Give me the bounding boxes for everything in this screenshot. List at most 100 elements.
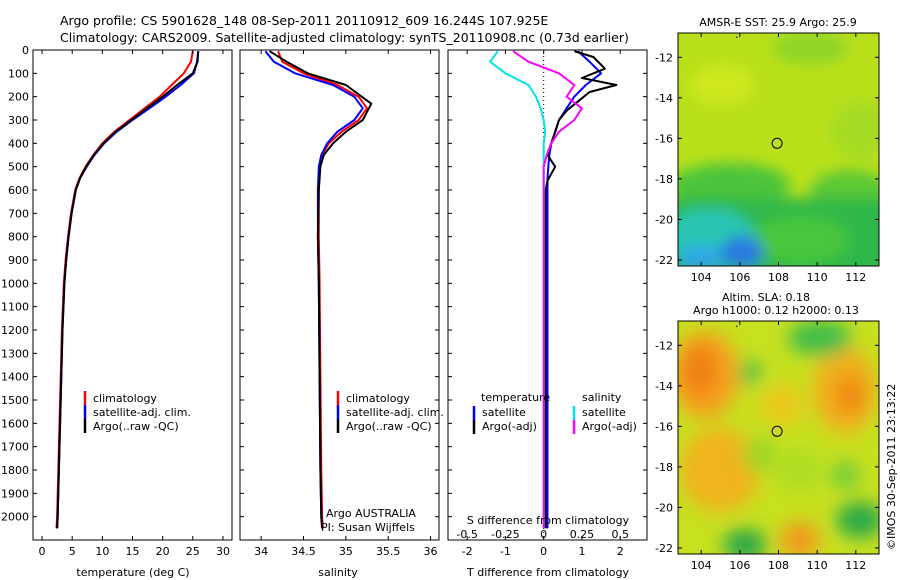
lon-tick-label: 104	[691, 271, 712, 284]
s-tick-label: 0	[540, 528, 547, 541]
x-tick-label: 20	[156, 545, 170, 558]
t-difference-xlabel: T difference from climatology	[466, 566, 629, 579]
sla-map: Altim. SLA: 0.18 Argo h1000: 0.12 h2000:…	[655, 291, 880, 572]
lon-tick-label: 108	[768, 271, 789, 284]
series-line-temperature-argo-adj-	[544, 50, 618, 529]
lon-tick-label: 106	[729, 271, 750, 284]
legend-sal-argo-label: Argo(-adj)	[582, 420, 637, 433]
y-tick-label: 100	[8, 67, 29, 80]
salinity-ticks: 34 34.5 35 35.5 36	[240, 49, 439, 558]
lon-tick-label: 112	[845, 271, 866, 284]
series-line-salinity-argo-adj-	[512, 50, 583, 529]
lat-tick-label: -20	[655, 213, 673, 226]
lat-tick-label: -12	[655, 51, 673, 64]
lon-tick-label: 110	[807, 271, 828, 284]
lon-tick-label: 108	[768, 559, 789, 572]
argo-location-marker	[771, 425, 783, 437]
x-tick-label: 5	[69, 545, 76, 558]
s-tick-label: -0.5	[456, 528, 477, 541]
legend-climatology-label: climatology	[93, 392, 157, 405]
legend-temp-argo-label: Argo(-adj)	[482, 420, 537, 433]
x-tick-label: 0	[540, 545, 547, 558]
legend-argo-label: Argo(..raw -QC)	[346, 420, 432, 433]
lat-tick-label: -14	[655, 380, 673, 393]
series-line-argo-raw-qc-	[269, 50, 373, 529]
legend-climatology-label: climatology	[346, 392, 410, 405]
salinity-series	[264, 50, 373, 529]
sla-dot-mark: ·	[735, 320, 739, 333]
series-line-climatology	[277, 50, 368, 529]
x-tick-label: 25	[186, 545, 200, 558]
float-owner-annotation: Argo AUSTRALIA	[326, 507, 416, 520]
legend-temp-satellite-label: satellite	[482, 406, 526, 419]
series-line-salinity-satellite	[489, 50, 547, 529]
sla-map-ticks: 104 106 108 110 112 -12 -14 -16 -18 -20 -22	[655, 321, 879, 572]
lat-tick-label: -18	[655, 461, 673, 474]
argo-location-marker	[771, 137, 783, 149]
pi-annotation: PI: Susan Wijffels	[321, 521, 415, 534]
legend-argo-label: Argo(..raw -QC)	[93, 420, 179, 433]
y-tick-label: 2000	[1, 511, 29, 524]
s-difference-label: S difference from climatology	[467, 514, 630, 527]
lon-tick-label: 104	[691, 559, 712, 572]
y-tick-label: 300	[8, 114, 29, 127]
y-tick-label: 1000	[1, 277, 29, 290]
y-tick-label: 1200	[1, 324, 29, 337]
y-tick-label: 1600	[1, 417, 29, 430]
legend-salinity-header: salinity	[582, 391, 622, 404]
temperature-ticks: 0 5 10 15 20 25 300100200300400500600700800900…	[1, 44, 230, 558]
lat-tick-label: -18	[655, 173, 673, 186]
salinity-xlabel: salinity	[318, 566, 358, 579]
lat-tick-label: -12	[655, 339, 673, 352]
x-tick-label: 1	[578, 545, 585, 558]
s-tick-label: -0.25	[491, 528, 519, 541]
x-tick-label: 35	[339, 545, 353, 558]
lat-tick-label: -22	[655, 254, 673, 267]
x-tick-label: 2	[617, 545, 624, 558]
x-tick-label: -1	[500, 545, 511, 558]
legend-satellite-label: satellite-adj. clim.	[346, 406, 444, 419]
temperature-legend: climatology satellite-adj. clim. Argo(..…	[83, 391, 191, 433]
y-tick-label: 600	[8, 184, 29, 197]
difference-axes-frame	[447, 49, 648, 541]
y-tick-label: 500	[8, 161, 29, 174]
temperature-series	[55, 51, 200, 529]
series-line-climatology	[55, 51, 194, 529]
y-tick-label: 1800	[1, 464, 29, 477]
imos-watermark: ©IMOS 30-Sep-2011 23:13:22	[885, 384, 898, 550]
series-line-temperature-satellite	[546, 50, 603, 529]
sst-field	[678, 33, 879, 266]
lat-tick-label: -16	[655, 132, 673, 145]
y-tick-label: 1900	[1, 487, 29, 500]
y-tick-label: 0	[22, 44, 29, 57]
sst-map: AMSR-E SST: 25.9 Argo: 25.9 · 104 106 108 1…	[655, 16, 880, 284]
temperature-xlabel: temperature (deg C)	[76, 566, 189, 579]
y-tick-label: 900	[8, 254, 29, 267]
salinity-axes-frame	[239, 49, 440, 541]
s-tick-label: 0.25	[570, 528, 595, 541]
lat-tick-label: -16	[655, 420, 673, 433]
legend-satellite-label: satellite-adj. clim.	[93, 406, 191, 419]
s-tick-label: 0.5	[611, 528, 629, 541]
y-tick-label: 200	[8, 91, 29, 104]
y-tick-label: 700	[8, 207, 29, 220]
y-tick-label: 400	[8, 137, 29, 150]
x-tick-label: 10	[95, 545, 109, 558]
sst-dot-mark: ·	[735, 31, 739, 44]
y-tick-label: 1500	[1, 394, 29, 407]
difference-series	[489, 50, 618, 529]
y-tick-label: 1700	[1, 441, 29, 454]
lat-tick-label: -22	[655, 542, 673, 555]
lon-tick-label: 110	[807, 559, 828, 572]
lat-tick-label: -20	[655, 501, 673, 514]
y-tick-label: 1300	[1, 347, 29, 360]
legend-temperature-header: temperature	[481, 391, 550, 404]
lon-tick-label: 112	[845, 559, 866, 572]
y-tick-label: 1100	[1, 301, 29, 314]
temperature-panel: 0 5 10 15 20 25 300100200300400500600700800900…	[1, 44, 233, 579]
sla-title-line2: Argo h1000: 0.12 h2000: 0.13	[693, 304, 859, 317]
salinity-panel: 34 34.5 35 35.5 36 climatology satellite-adj…	[239, 49, 444, 579]
legend-sal-satellite-label: satellite	[582, 406, 626, 419]
x-tick-label: 30	[216, 545, 230, 558]
